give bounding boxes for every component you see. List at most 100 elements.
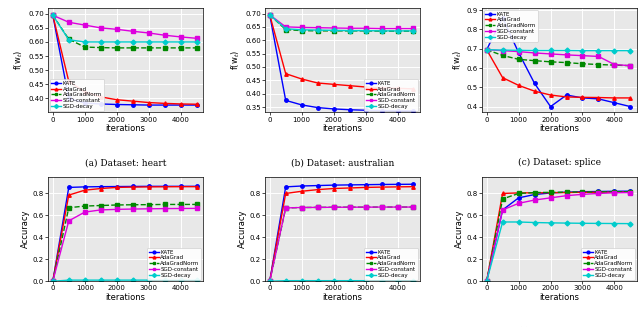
- X-axis label: iterations: iterations: [106, 293, 145, 302]
- AdaGrad: [161, 101, 168, 105]
- KATE: [266, 279, 273, 283]
- KATE: [266, 13, 273, 17]
- AdaGradNorm: [161, 202, 168, 206]
- KATE: [362, 108, 369, 112]
- SGD-constant: [81, 23, 88, 27]
- AdaGradNorm: [266, 279, 273, 283]
- KATE: [515, 196, 522, 200]
- SGD-decay: [81, 40, 88, 44]
- SGD-constant: [266, 279, 273, 283]
- KATE: [346, 183, 353, 187]
- SGD-constant: [330, 26, 337, 30]
- AdaGradNorm: [49, 13, 56, 17]
- SGD-constant: [362, 205, 369, 209]
- SGD-decay: [627, 222, 634, 226]
- AdaGradNorm: [595, 190, 602, 194]
- AdaGrad: [547, 93, 554, 97]
- SGD-decay: [531, 221, 538, 225]
- Line: SGD-constant: SGD-constant: [51, 207, 198, 283]
- SGD-decay: [627, 49, 634, 53]
- KATE: [330, 107, 337, 111]
- AdaGradNorm: [595, 62, 602, 66]
- SGD-decay: [314, 28, 321, 32]
- AdaGrad: [330, 82, 337, 86]
- SGD-constant: [177, 207, 184, 211]
- AdaGrad: [410, 87, 417, 91]
- Y-axis label: Accuracy: Accuracy: [237, 210, 247, 249]
- Text: (a) Dataset: heart: (a) Dataset: heart: [84, 158, 166, 167]
- SGD-decay: [595, 49, 602, 53]
- SGD-constant: [499, 49, 506, 53]
- KATE: [145, 103, 152, 107]
- AdaGrad: [394, 185, 401, 189]
- AdaGrad: [81, 90, 88, 94]
- SGD-decay: [611, 49, 618, 53]
- AdaGradNorm: [193, 46, 200, 50]
- SGD-constant: [129, 207, 136, 211]
- SGD-decay: [499, 48, 506, 52]
- SGD-decay: [394, 29, 401, 33]
- KATE: [627, 189, 634, 193]
- SGD-constant: [394, 26, 401, 30]
- AdaGrad: [129, 185, 136, 189]
- Line: KATE: KATE: [51, 185, 198, 283]
- SGD-constant: [193, 206, 200, 210]
- AdaGrad: [515, 83, 522, 87]
- SGD-decay: [97, 278, 104, 282]
- AdaGrad: [595, 190, 602, 194]
- AdaGradNorm: [314, 29, 321, 33]
- KATE: [579, 96, 586, 100]
- AdaGradNorm: [145, 203, 152, 207]
- KATE: [113, 184, 120, 188]
- KATE: [531, 193, 538, 197]
- SGD-decay: [346, 279, 353, 283]
- SGD-decay: [282, 27, 289, 31]
- AdaGradNorm: [483, 279, 490, 283]
- AdaGrad: [627, 190, 634, 194]
- SGD-decay: [499, 220, 506, 224]
- AdaGradNorm: [129, 203, 136, 207]
- KATE: [161, 103, 168, 107]
- SGD-constant: [266, 13, 273, 17]
- AdaGradNorm: [65, 206, 72, 210]
- Line: AdaGradNorm: AdaGradNorm: [485, 48, 632, 67]
- Line: SGD-decay: SGD-decay: [268, 13, 415, 33]
- KATE: [547, 191, 554, 195]
- AdaGrad: [97, 187, 104, 191]
- KATE: [298, 184, 305, 188]
- AdaGradNorm: [515, 192, 522, 196]
- KATE: [563, 190, 570, 194]
- AdaGrad: [499, 76, 506, 79]
- Y-axis label: f(w$_t$): f(w$_t$): [230, 50, 242, 70]
- KATE: [595, 190, 602, 194]
- AdaGrad: [378, 86, 385, 90]
- Line: SGD-constant: SGD-constant: [268, 205, 415, 283]
- SGD-constant: [611, 62, 618, 66]
- AdaGradNorm: [81, 204, 88, 208]
- SGD-constant: [49, 13, 56, 17]
- SGD-decay: [145, 278, 152, 282]
- SGD-constant: [563, 53, 570, 57]
- Line: SGD-decay: SGD-decay: [485, 220, 632, 283]
- AdaGrad: [129, 99, 136, 103]
- SGD-decay: [595, 221, 602, 225]
- AdaGrad: [483, 48, 490, 52]
- AdaGrad: [499, 192, 506, 196]
- AdaGradNorm: [129, 46, 136, 50]
- SGD-decay: [129, 40, 136, 44]
- SGD-constant: [145, 207, 152, 211]
- AdaGrad: [81, 188, 88, 192]
- AdaGrad: [266, 13, 273, 17]
- Y-axis label: Accuracy: Accuracy: [21, 210, 30, 249]
- SGD-constant: [81, 210, 88, 214]
- SGD-decay: [298, 279, 305, 283]
- Line: SGD-constant: SGD-constant: [485, 191, 632, 283]
- AdaGradNorm: [394, 205, 401, 209]
- KATE: [129, 103, 136, 107]
- Y-axis label: Accuracy: Accuracy: [454, 210, 463, 249]
- SGD-decay: [314, 279, 321, 283]
- KATE: [49, 13, 56, 17]
- AdaGradNorm: [65, 37, 72, 41]
- AdaGrad: [161, 185, 168, 189]
- KATE: [330, 183, 337, 187]
